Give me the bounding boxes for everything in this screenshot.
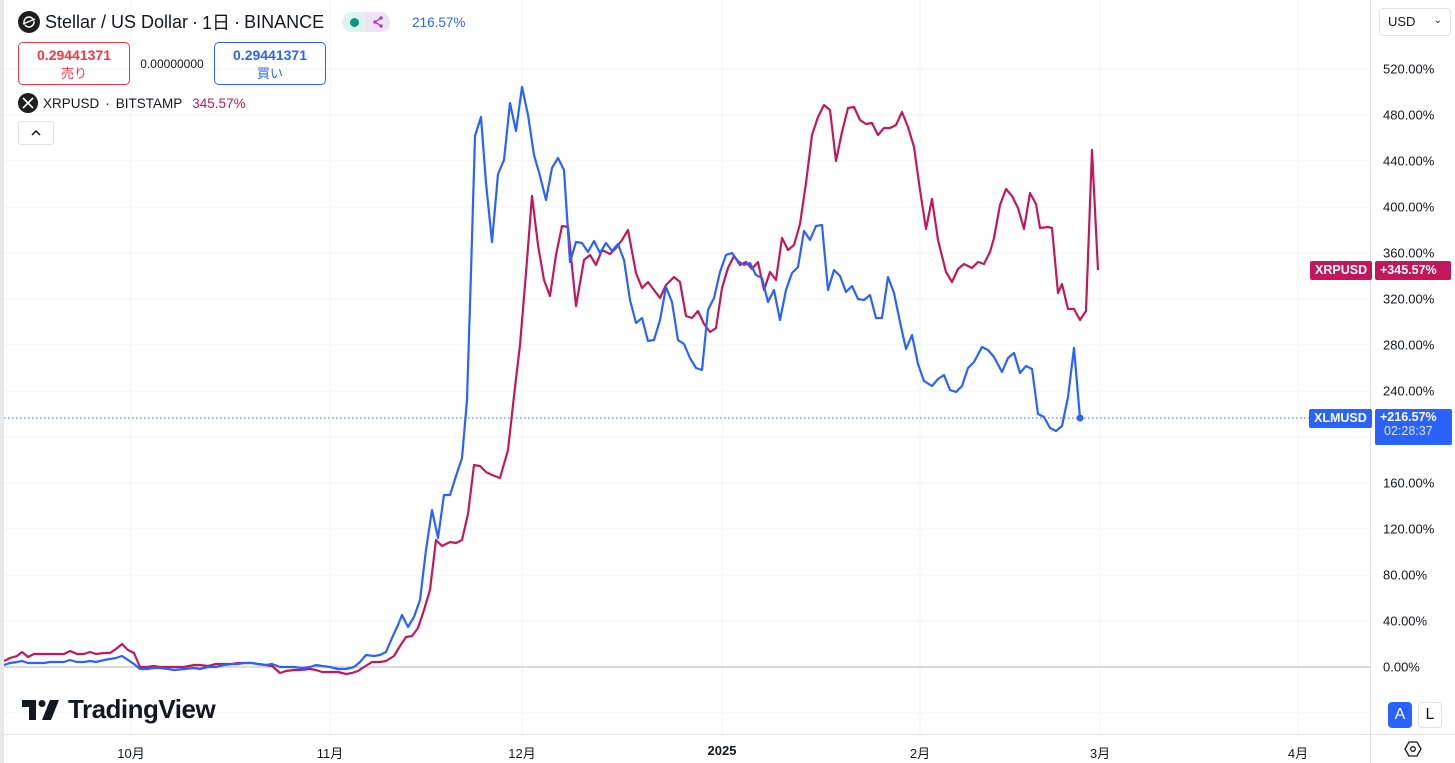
compare-separator: · (105, 95, 110, 111)
y-tick: 520.00% (1383, 61, 1435, 77)
xrp-series-tag: XRPUSD (1310, 261, 1373, 280)
share-network-icon (366, 12, 391, 32)
xlm-series-line (4, 85, 1082, 672)
tradingview-logo-icon (22, 699, 59, 720)
chevron-up-icon (31, 130, 41, 136)
buy-label: 買い (256, 66, 283, 81)
y-tick: 280.00% (1383, 337, 1435, 353)
xlm-price-label: +216.57% 02:28:37 (1375, 409, 1452, 445)
time-axis[interactable]: 10月 11月 12月 2025 2月 3月 4月 (4, 734, 1370, 763)
symbol-title: Stellar / US Dollar (45, 11, 189, 32)
x-tick: 2月 (909, 746, 931, 761)
y-tick: 120.00% (1383, 521, 1435, 537)
vertical-grid (130, 0, 1299, 734)
buy-price: 0.29441371 (233, 47, 307, 63)
sell-label: 売り (60, 66, 87, 81)
bar-countdown: 02:28:37 (1384, 424, 1433, 438)
currency-dropdown[interactable]: USD ⌄ (1379, 8, 1451, 36)
x-tick-year: 2025 (707, 743, 737, 758)
xrp-series-line (4, 103, 1100, 676)
chevron-down-icon: ⌄ (1433, 15, 1442, 26)
y-tick: 240.00% (1383, 383, 1435, 399)
x-tick: 11月 (316, 746, 344, 761)
chart-pane[interactable]: Stellar / US Dollar · 1日 · BINANCE 216.5… (4, 0, 1370, 734)
x-tick: 4月 (1287, 746, 1309, 761)
sell-price: 0.29441371 (37, 47, 111, 63)
y-tick: 360.00% (1383, 245, 1435, 261)
buy-button[interactable]: 0.29441371 買い (214, 42, 326, 85)
tradingview-logo[interactable]: TradingView (22, 694, 216, 725)
compare-exchange: BITSTAMP (115, 95, 183, 111)
y-tick: 40.00% (1383, 613, 1428, 629)
exchange-label: BINANCE (244, 11, 325, 32)
auto-scale-button[interactable]: A (1388, 702, 1412, 728)
legend: Stellar / US Dollar · 1日 · BINANCE 216.5… (18, 10, 465, 145)
y-tick: 480.00% (1383, 107, 1435, 123)
sell-button[interactable]: 0.29441371 売り (18, 42, 130, 85)
y-tick: 440.00% (1383, 153, 1435, 169)
y-tick: 320.00% (1383, 291, 1435, 307)
xrp-price-label: +345.57% (1375, 261, 1451, 280)
x-tick: 10月 (117, 746, 145, 761)
y-tick: 0.00% (1383, 659, 1420, 675)
xrp-logo-icon (18, 93, 38, 113)
settings-hexagon-icon (1404, 741, 1422, 757)
currency-label: USD (1388, 14, 1416, 29)
title-separator: · (234, 11, 241, 32)
title-separator: · (192, 11, 199, 32)
y-tick: 400.00% (1383, 199, 1435, 215)
x-tick: 3月 (1089, 746, 1111, 761)
market-open-dot-icon (349, 17, 359, 27)
chart-settings-button[interactable] (1370, 734, 1455, 763)
collapse-legend-button[interactable] (18, 121, 54, 145)
x-tick: 12月 (508, 746, 536, 761)
trade-buttons: 0.29441371 売り 0.00000000 0.29441371 買い (18, 42, 465, 85)
spread-value: 0.00000000 (140, 56, 204, 71)
interval-label[interactable]: 1日 (202, 13, 231, 33)
main-series-legend[interactable]: Stellar / US Dollar · 1日 · BINANCE 216.5… (18, 10, 465, 34)
logo-text: TradingView (68, 694, 216, 724)
log-scale-button[interactable]: L (1418, 702, 1442, 728)
xlm-series-tag: XLMUSD (1309, 409, 1372, 428)
plot-canvas[interactable] (4, 0, 1370, 734)
y-tick: 80.00% (1383, 567, 1428, 583)
main-change-value: 216.57% (412, 14, 466, 30)
compare-symbol: XRPUSD (43, 95, 100, 111)
price-axis[interactable]: USD ⌄ 520.00% 480.00% 440.00% 400.00% 36… (1370, 0, 1455, 734)
market-status-pill[interactable] (342, 12, 391, 32)
stellar-logo-icon (18, 11, 40, 33)
compare-change-value: 345.57% (192, 95, 246, 111)
xlm-price-value: +216.57% (1380, 410, 1437, 424)
horizontal-grid (4, 68, 1370, 714)
left-border (0, 0, 4, 763)
compare-series-legend[interactable]: XRPUSD · BITSTAMP 345.57% (18, 93, 465, 113)
y-tick: 160.00% (1383, 475, 1435, 491)
xlm-last-point (1076, 414, 1084, 422)
